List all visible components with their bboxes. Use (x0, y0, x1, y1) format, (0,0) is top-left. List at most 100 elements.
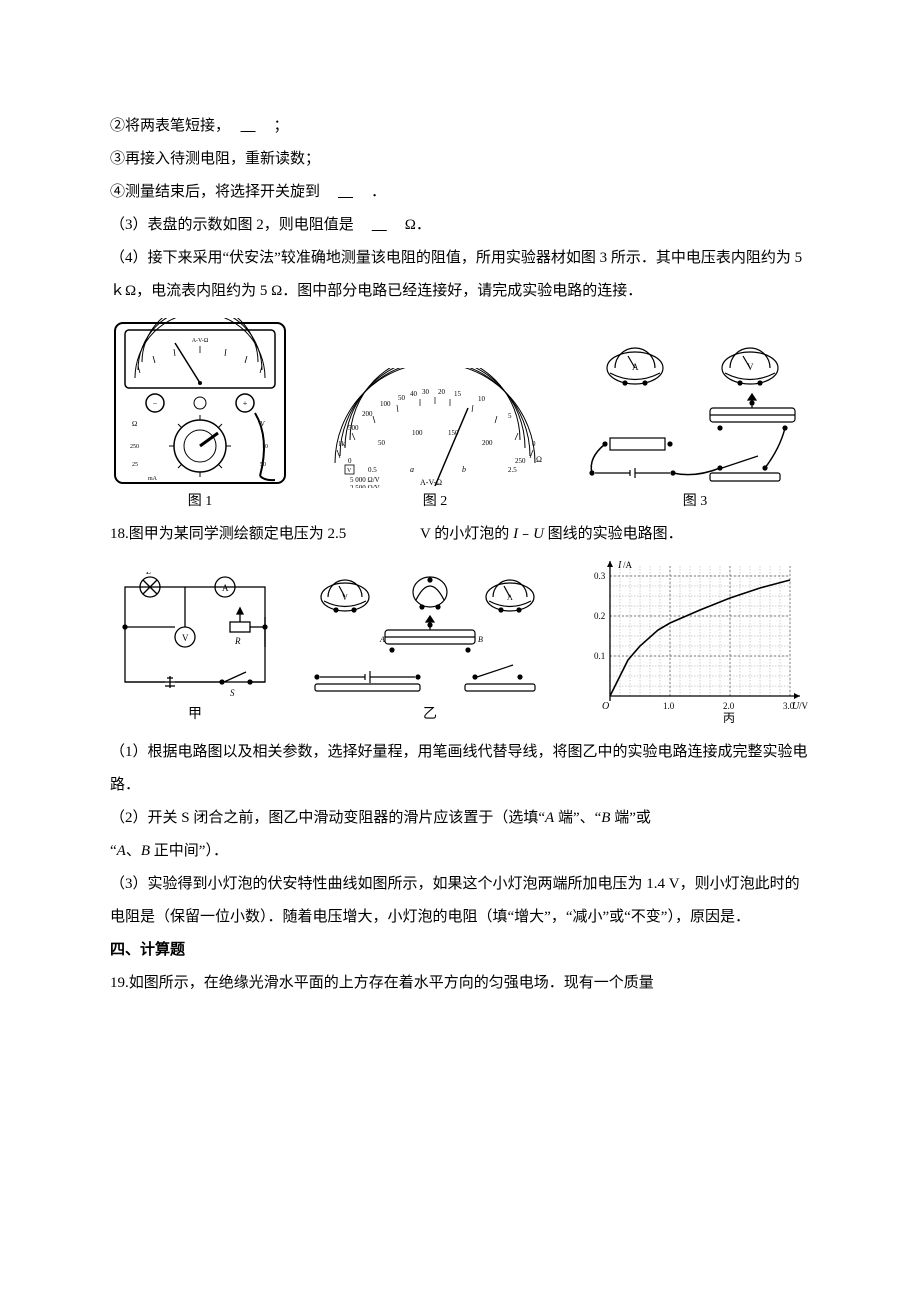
fig2-label: 图 2 (423, 491, 448, 513)
step-4-suffix: ． (371, 184, 386, 200)
q18-sub2-line2: “A、B 正中间”）． (110, 835, 810, 868)
svg-text:1k: 1k (338, 440, 346, 448)
q18-suffix: V 的小灯泡的 I﹣U 图线的实验电路图． (420, 518, 810, 551)
svg-text:3.0: 3.0 (783, 701, 795, 711)
svg-text:mA: mA (148, 476, 158, 482)
step-2-text: ②将两表笔短接， (110, 118, 223, 134)
svg-text:1.0: 1.0 (663, 701, 675, 711)
svg-text:O: O (602, 701, 609, 712)
q3-suffix: Ω． (405, 217, 431, 233)
svg-text:V: V (347, 468, 352, 474)
svg-text:0: 0 (532, 440, 536, 448)
svg-text:200: 200 (362, 410, 373, 418)
yi-label: 乙 (423, 704, 437, 726)
step-2: ②将两表笔短接， ； (110, 110, 810, 143)
svg-text:R: R (234, 636, 241, 646)
svg-text:I: I (617, 560, 622, 571)
svg-text:b: b (462, 465, 466, 474)
svg-text:200: 200 (482, 439, 493, 447)
svg-text:丙: 丙 (723, 711, 735, 725)
question-3: （3）表盘的示数如图 2，则电阻值是 Ω． (110, 209, 810, 242)
svg-text:V: V (182, 633, 189, 643)
svg-text:B: B (478, 635, 483, 644)
svg-text:V: V (747, 362, 754, 372)
svg-text:25: 25 (132, 462, 138, 468)
svg-text:50: 50 (378, 439, 386, 447)
section-4-heading: 四、计算题 (110, 934, 810, 967)
q18-dash: ﹣ (518, 526, 533, 542)
jia-label: 甲 (188, 704, 202, 726)
meter-title: A-V-Ω (192, 338, 209, 344)
svg-text:Ω: Ω (132, 420, 137, 428)
svg-text:Ω: Ω (536, 455, 542, 464)
circuit-jia-svg: L A V R (110, 572, 280, 702)
step-4-prefix: ④测量结束后，将选择开关旋到 (110, 184, 320, 200)
svg-text:A: A (222, 583, 229, 593)
svg-text:0.1: 0.1 (594, 651, 605, 661)
svg-text:S: S (230, 688, 235, 698)
blank-1 (223, 118, 274, 134)
q18-2-sep: 、 (126, 843, 141, 859)
svg-text:a: a (410, 465, 414, 474)
q18-2-mid2: 端”或 (610, 810, 650, 826)
svg-text:0: 0 (348, 457, 352, 465)
figure-bing-box: I/A U/V 0.3 0.2 0.1 O 1.0 2.0 3.0 丙 (580, 556, 810, 726)
q18-sub1: （1）根据电路图以及相关参数，选择好量程，用笔画线代替导线，将图乙中的实验电路连… (110, 736, 810, 802)
question-19: 19.如图所示，在绝缘光滑水平面的上方存在着水平方向的匀强电场．现有一个质量 (110, 967, 810, 1000)
svg-text:+: + (243, 399, 248, 408)
svg-text:100: 100 (380, 400, 391, 408)
svg-text:V: V (342, 593, 348, 602)
figure-3-box: A V (580, 338, 810, 513)
q18-2-a: A (545, 810, 554, 826)
figure-row-1: A-V-Ω − + Ω 250 25 V 10 (110, 318, 810, 513)
figure-row-2: L A V R (110, 556, 810, 726)
svg-text:2 500 Ω/V: 2 500 Ω/V (350, 484, 380, 488)
blank-3 (354, 217, 405, 233)
svg-text:0.5: 0.5 (368, 466, 377, 474)
svg-text:10: 10 (262, 444, 268, 450)
svg-text:15: 15 (454, 390, 462, 398)
svg-text:L: L (145, 572, 151, 576)
graph-svg: I/A U/V 0.3 0.2 0.1 O 1.0 2.0 3.0 丙 (580, 556, 810, 726)
document-content: ②将两表笔短接， ； ③再接入待测电阻，重新读数； ④测量结束后，将选择开关旋到… (110, 110, 810, 1000)
q18-2-a2: A (117, 843, 126, 859)
svg-text:/V: /V (799, 701, 809, 711)
svg-text:100: 100 (412, 429, 423, 437)
fig1-label: 图 1 (188, 491, 213, 513)
figure-1-box: A-V-Ω − + Ω 250 25 V 10 (110, 318, 290, 513)
q18-2-b2: B (141, 843, 150, 859)
figure-yi-box: V A (300, 572, 560, 726)
q18-u: U (533, 526, 544, 542)
question-4: （4）接下来采用“伏安法”较准确地测量该电阻的阻值，所用实验器材如图 3 所示．… (110, 242, 810, 308)
figure-2-box: 1k 500 200 100 50 40 30 20 15 10 5 0 0 5… (320, 368, 550, 513)
q3-prefix: （3）表盘的示数如图 2，则电阻值是 (110, 217, 354, 233)
multimeter-svg: A-V-Ω − + Ω 250 25 V 10 (110, 318, 290, 488)
q18-2-open: “ (110, 843, 117, 859)
dial-svg: 1k 500 200 100 50 40 30 20 15 10 5 0 0 5… (320, 368, 550, 488)
svg-text:A-V-Ω: A-V-Ω (420, 478, 442, 487)
svg-text:250: 250 (515, 457, 526, 465)
q18-2-mid1: 端”、“ (554, 810, 601, 826)
q18-v-text: V 的小灯泡的 (420, 526, 513, 542)
q18-sub2-line1: （2）开关 S 闭合之前，图乙中滑动变阻器的滑片应该置于（选填“A 端”、“B … (110, 802, 810, 835)
svg-text:0.3: 0.3 (594, 571, 606, 581)
blank-2 (320, 184, 371, 200)
svg-text:50: 50 (398, 394, 406, 402)
step-3: ③再接入待测电阻，重新读数； (110, 143, 810, 176)
svg-text:40: 40 (410, 390, 418, 398)
svg-text:10: 10 (478, 395, 486, 403)
svg-text:2.0: 2.0 (723, 701, 735, 711)
svg-text:250: 250 (130, 444, 139, 450)
circuit-yi-svg: V A (300, 572, 560, 702)
svg-text:5 000 Ω/V: 5 000 Ω/V (350, 476, 380, 484)
svg-text:500: 500 (348, 424, 359, 432)
fig3-label: 图 3 (683, 491, 708, 513)
svg-text:/A: /A (623, 560, 633, 570)
svg-text:0.2: 0.2 (594, 611, 605, 621)
svg-text:5: 5 (508, 412, 512, 420)
step-4: ④测量结束后，将选择开关旋到 ． (110, 176, 810, 209)
q18-suffix-end: 图线的实验电路图． (544, 526, 683, 542)
figure-jia-box: L A V R (110, 572, 280, 726)
svg-text:A: A (379, 635, 385, 644)
svg-text:2.5: 2.5 (508, 466, 517, 474)
